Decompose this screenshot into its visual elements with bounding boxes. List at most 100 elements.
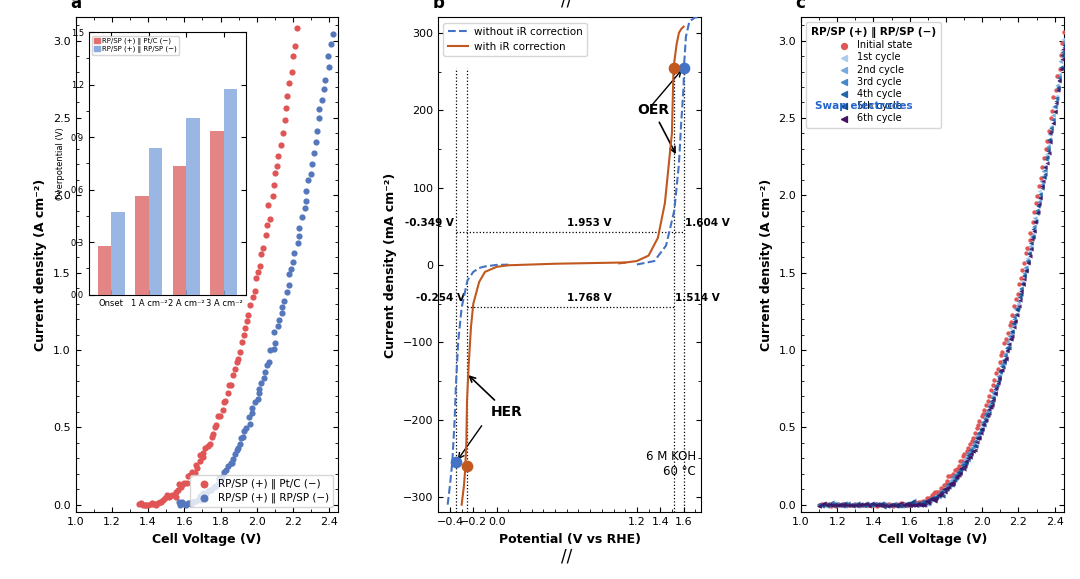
Point — [851, 500, 868, 509]
Point — [929, 489, 946, 498]
Point — [1034, 166, 1051, 175]
Point — [863, 499, 880, 508]
Point — [821, 500, 838, 509]
Point — [280, 270, 297, 279]
Point — [272, 140, 289, 149]
Point — [903, 500, 920, 509]
Point — [1011, 288, 1028, 298]
Point — [848, 501, 865, 510]
Point — [158, 490, 175, 499]
Point — [306, 148, 323, 157]
Point — [951, 464, 969, 474]
Point — [921, 496, 939, 505]
Point — [897, 499, 915, 508]
Point — [1030, 196, 1048, 206]
Point — [815, 500, 833, 509]
Point — [858, 499, 875, 508]
Point — [975, 405, 993, 414]
Point — [1039, 152, 1056, 162]
Point — [1030, 197, 1048, 207]
Point — [957, 450, 974, 460]
Point — [1009, 306, 1026, 315]
Point — [815, 499, 833, 508]
Point — [841, 500, 859, 510]
Point — [244, 292, 261, 302]
Point — [837, 499, 854, 508]
Point — [1047, 93, 1064, 102]
Point — [1028, 208, 1045, 217]
Point — [1020, 259, 1037, 268]
Point — [974, 417, 991, 427]
Point — [888, 500, 905, 510]
Point — [981, 391, 998, 400]
Text: Swap electrodes: Swap electrodes — [815, 101, 913, 111]
Point — [1012, 290, 1029, 299]
Point — [1052, 63, 1069, 72]
Point — [852, 500, 869, 510]
Point — [1018, 256, 1036, 265]
Text: 6 M KOH
60 °C: 6 M KOH 60 °C — [646, 450, 696, 478]
Point — [185, 498, 202, 507]
Point — [933, 485, 950, 494]
Point — [997, 351, 1014, 360]
Point — [902, 500, 919, 510]
Point — [253, 378, 270, 387]
Point — [886, 500, 903, 509]
Point — [813, 500, 831, 509]
Point — [1016, 263, 1034, 273]
Point — [1035, 173, 1052, 182]
Point — [184, 497, 201, 507]
Point — [1003, 328, 1021, 337]
Point — [819, 500, 836, 510]
Point — [914, 500, 931, 510]
Point — [1042, 129, 1059, 138]
Point — [985, 380, 1002, 389]
Point — [251, 385, 268, 394]
Point — [288, 23, 306, 32]
X-axis label: Cell Voltage (V): Cell Voltage (V) — [878, 533, 987, 546]
Point — [213, 472, 230, 482]
Point — [1054, 50, 1071, 60]
Point — [1030, 181, 1048, 190]
Point — [1011, 291, 1028, 301]
Point — [926, 495, 943, 504]
Point — [874, 499, 891, 508]
Point — [947, 472, 964, 482]
Point — [924, 494, 942, 503]
Point — [932, 483, 949, 492]
Point — [1049, 81, 1066, 90]
Point — [913, 500, 930, 510]
Point — [905, 500, 922, 510]
Point — [286, 248, 303, 257]
Point — [1029, 207, 1047, 216]
Point — [945, 469, 962, 478]
Point — [930, 490, 947, 500]
Point — [850, 500, 867, 510]
Point — [942, 475, 959, 485]
Point — [259, 201, 276, 210]
Point — [998, 336, 1015, 346]
Point — [896, 500, 914, 510]
Point — [1007, 305, 1024, 314]
Point — [819, 500, 836, 509]
Point — [1005, 312, 1023, 321]
Point — [916, 500, 933, 510]
Point — [907, 500, 924, 510]
Point — [988, 380, 1005, 389]
Point — [257, 230, 274, 240]
Point — [1040, 145, 1057, 154]
Point — [885, 501, 902, 510]
Point — [813, 501, 831, 510]
Point — [953, 456, 970, 466]
Point — [902, 498, 919, 507]
Point — [826, 499, 843, 508]
Point — [284, 257, 301, 266]
Point — [815, 500, 833, 509]
Point — [1018, 255, 1036, 265]
Point — [959, 450, 976, 460]
Point — [215, 405, 232, 415]
Point — [258, 220, 275, 229]
Point — [852, 500, 869, 509]
Y-axis label: Current density (A cm⁻²): Current density (A cm⁻²) — [35, 179, 48, 351]
Point — [197, 444, 214, 453]
